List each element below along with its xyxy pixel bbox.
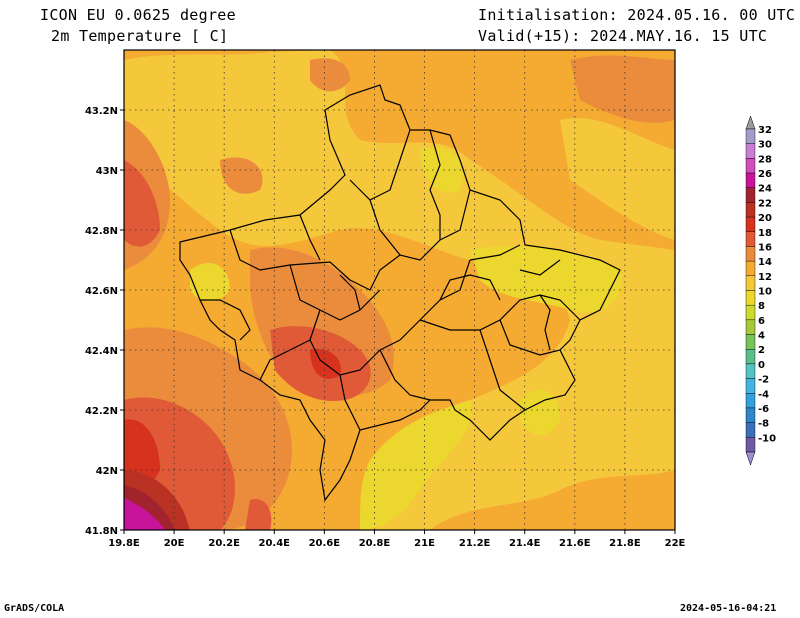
lon-tick-label: 20E — [164, 538, 185, 549]
lon-tick-label: 20.8E — [359, 538, 391, 549]
colorbar-label: 8 — [758, 301, 765, 312]
footer-timestamp: 2024-05-16-04:21 — [680, 603, 777, 614]
colorbar-swatch — [745, 407, 756, 423]
colorbar-label: -2 — [758, 375, 769, 386]
colorbar-label: 30 — [758, 140, 772, 151]
colorbar-label: 10 — [758, 287, 772, 298]
colorbar-swatch — [745, 437, 756, 453]
longitude-ticks: 19.8E 20E 20.2E 20.4E 20.6E 20.8E 21E 21.2E 21.4… — [108, 530, 686, 549]
colorbar-label: 6 — [758, 316, 765, 327]
lon-tick-label: 21.2E — [459, 538, 491, 549]
colorbar-label: 16 — [758, 242, 772, 253]
lat-tick-label: 42.2N — [85, 406, 118, 417]
lat-lon-grid — [124, 50, 675, 530]
lon-tick-label: 20.6E — [309, 538, 341, 549]
colorbar-label: 12 — [758, 272, 772, 283]
lat-tick-label: 42.8N — [85, 226, 118, 237]
colorbar-label: -10 — [758, 433, 776, 444]
lon-tick-label: 20.2E — [208, 538, 240, 549]
colorbar-swatch — [745, 260, 756, 277]
model-title: ICON EU 0.0625 degree — [40, 6, 236, 24]
lon-tick-label: 21E — [414, 538, 435, 549]
colorbar-swatch — [745, 304, 756, 321]
colorbar-label: -4 — [758, 389, 769, 400]
colorbar-swatch — [745, 422, 756, 438]
init-time: Initialisation: 2024.05.16. 00 UTC — [478, 6, 796, 24]
lon-tick-label: 21.6E — [559, 538, 591, 549]
colorbar-label: 2 — [758, 345, 765, 356]
colorbar-swatch — [745, 143, 756, 159]
lon-tick-label: 20.4E — [259, 538, 291, 549]
lat-tick-label: 42.4N — [85, 346, 118, 357]
colorbar-swatch — [745, 275, 756, 291]
colorbar-swatch — [745, 158, 756, 174]
latitude-ticks: 41.8N 42N 42.2N 42.4N 42.6N 42.8N 43N 43.2N — [85, 106, 124, 537]
colorbar-swatch — [745, 290, 756, 306]
colorbar-swatch — [745, 378, 756, 394]
colorbar-swatch — [745, 202, 756, 218]
colorbar-swatch — [745, 349, 756, 365]
colorbar-label: 28 — [758, 154, 772, 165]
colorbar-label: 22 — [758, 198, 772, 209]
lat-tick-label: 42.6N — [85, 286, 118, 297]
colorbar-label: 4 — [758, 331, 765, 342]
colorbar-label: 20 — [758, 213, 772, 224]
colorbar-swatch — [745, 216, 756, 232]
lon-tick-label: 21.4E — [509, 538, 541, 549]
colorbar-swatch — [745, 231, 756, 247]
colorbar-swatch — [745, 246, 756, 262]
colorbar-label: -8 — [758, 419, 769, 430]
colorbar-label: 24 — [758, 184, 772, 195]
colorbar-top-arrow — [745, 115, 756, 130]
colorbar-swatch — [745, 393, 756, 409]
lat-tick-label: 42N — [96, 466, 118, 477]
colorbar-swatch — [745, 334, 756, 350]
colorbar-label: -6 — [758, 404, 769, 415]
colorbar-swatch — [745, 172, 756, 188]
variable-title: 2m Temperature [ C] — [51, 27, 229, 45]
lon-tick-label: 21.8E — [609, 538, 641, 549]
lat-tick-label: 41.8N — [85, 526, 118, 537]
colorbar-label: 18 — [758, 228, 772, 239]
colorbar-swatch — [745, 128, 756, 144]
valid-time: Valid(+15): 2024.MAY.16. 15 UTC — [478, 27, 768, 45]
colorbar-swatch — [745, 363, 756, 379]
colorbar-swatch — [745, 187, 756, 203]
lon-tick-label: 19.8E — [108, 538, 140, 549]
lon-tick-label: 22E — [665, 538, 686, 549]
footer-grads: GrADS/COLA — [4, 603, 65, 614]
border-lines — [179, 84, 621, 502]
lat-tick-label: 43N — [96, 166, 118, 177]
colorbar-label: 14 — [758, 257, 772, 268]
colorbar-swatch — [745, 319, 756, 335]
colorbar-label: 0 — [758, 360, 765, 371]
colorbar-bottom-arrow — [745, 451, 756, 466]
colorbar-label: 26 — [758, 169, 772, 180]
lat-tick-label: 43.2N — [85, 106, 118, 117]
colorbar-label: 32 — [758, 125, 772, 136]
